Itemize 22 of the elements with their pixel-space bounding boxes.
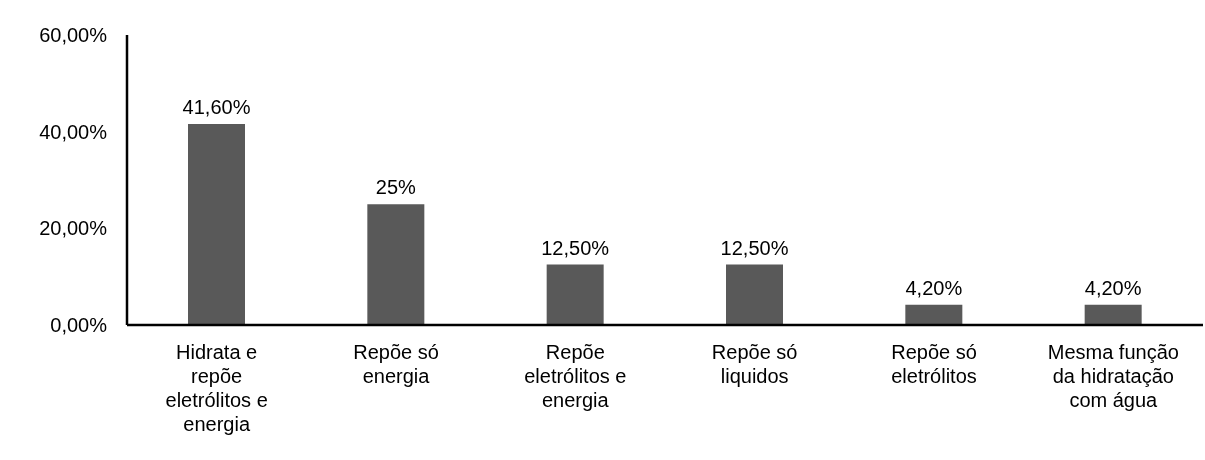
data-label: 4,20% [905, 276, 963, 299]
x-tick-label: Repõe só eletrólitos [891, 341, 977, 387]
x-tick-label: Repõe só energia [353, 341, 439, 387]
y-tick-label: 60,00% [39, 24, 108, 47]
y-tick-label: 0,00% [50, 314, 108, 337]
x-tick-label: Repõe só liquidos [711, 341, 798, 387]
x-tick-label: Hidrata e repõe eletrólitos e energia [165, 341, 268, 435]
data-label: 12,50% [720, 236, 789, 259]
bar [726, 264, 783, 325]
bar [546, 264, 604, 325]
data-label: 4,20% [1084, 276, 1142, 299]
bar [905, 304, 963, 325]
bar [367, 204, 425, 325]
x-tick-label: Repõe eletrólitos e energia [524, 341, 627, 411]
data-label: 12,50% [541, 236, 610, 259]
x-tick-label: Mesma função da hidratação com água [1047, 341, 1179, 411]
bar [1084, 304, 1142, 325]
bar [188, 123, 245, 325]
y-tick-label: 20,00% [39, 217, 108, 240]
data-label: 25% [375, 176, 417, 199]
data-label: 41,60% [182, 95, 251, 118]
y-tick-label: 40,00% [39, 120, 108, 143]
